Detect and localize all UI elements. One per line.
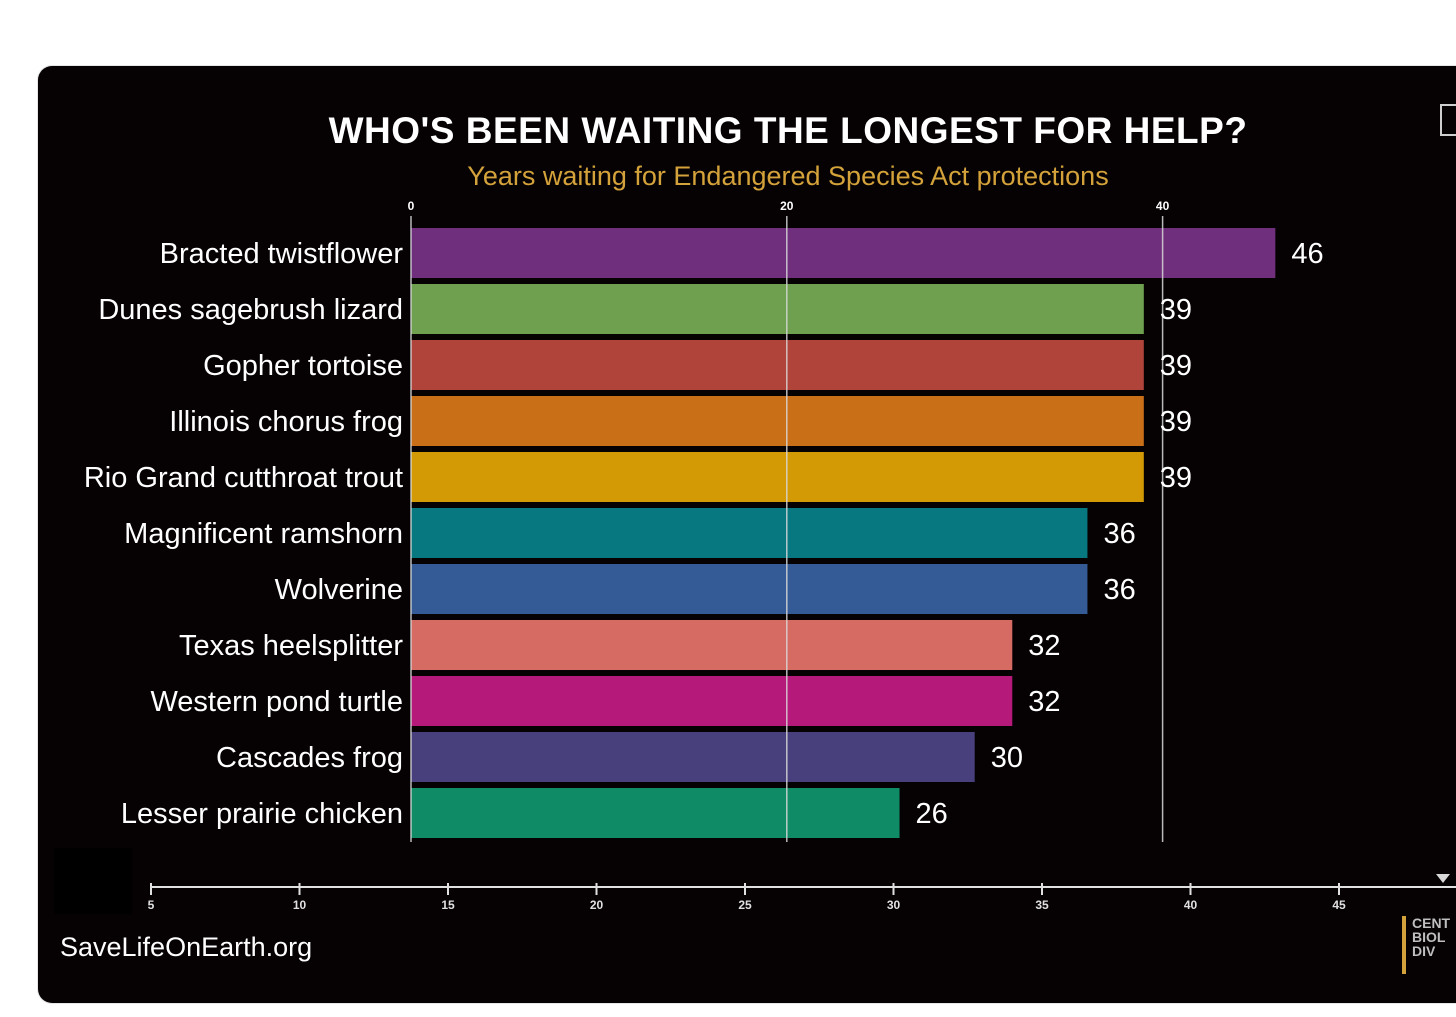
bookmark-icon[interactable] [1440, 104, 1456, 136]
bar [411, 732, 975, 782]
chart-subtitle: Years waiting for Endangered Species Act… [467, 161, 1109, 191]
bar [411, 340, 1144, 390]
data-label: 36 [1103, 518, 1135, 550]
bar [411, 676, 1013, 726]
secondary-tick-label: 10 [293, 898, 307, 912]
category-label: Western pond turtle [150, 686, 403, 718]
tick-label: 0 [408, 199, 415, 213]
category-label: Texas heelsplitter [179, 630, 403, 662]
tick-label: 20 [780, 199, 794, 213]
bar [411, 228, 1276, 278]
data-label: 39 [1160, 406, 1192, 438]
secondary-tick-label: 40 [1184, 898, 1198, 912]
data-label: 46 [1291, 238, 1323, 270]
logo-line: CENT [1412, 915, 1451, 931]
website-label[interactable]: SaveLifeOnEarth.org [60, 932, 313, 962]
secondary-tick-label: 25 [738, 898, 752, 912]
data-label: 36 [1103, 574, 1135, 606]
bar [411, 620, 1013, 670]
secondary-tick-label: 20 [590, 898, 604, 912]
logo-line: BIOL [1412, 929, 1446, 945]
data-label: 32 [1028, 630, 1060, 662]
logo-line: DIV [1412, 943, 1436, 959]
category-label: Cascades frog [216, 742, 403, 774]
category-label: Bracted twistflower [160, 238, 404, 270]
category-label: Lesser prairie chicken [121, 798, 403, 830]
bar [411, 396, 1144, 446]
secondary-axis: 5 10 15 20 25 30 35 40 45 [148, 883, 1456, 912]
chart-frame: WHO'S BEEN WAITING THE LONGEST FOR HELP?… [38, 66, 1456, 1003]
bar [411, 788, 900, 838]
data-label: 26 [916, 798, 948, 830]
category-label: Wolverine [275, 574, 403, 606]
category-label: Illinois chorus frog [169, 406, 403, 438]
bar [411, 284, 1144, 334]
data-label: 39 [1160, 462, 1192, 494]
chart-title: WHO'S BEEN WAITING THE LONGEST FOR HELP? [328, 110, 1248, 151]
tick-label: 40 [1156, 199, 1170, 213]
bar-chart: 0 20 40 Bracted twistflower 46 Dunes sagebrus… [84, 199, 1324, 842]
video-overlay-box [54, 848, 132, 914]
data-label: 39 [1160, 350, 1192, 382]
category-label: Dunes sagebrush lizard [98, 294, 403, 326]
data-label: 32 [1028, 686, 1060, 718]
category-label: Magnificent ramshorn [124, 518, 403, 550]
bar [411, 452, 1144, 502]
dropdown-arrow-icon[interactable] [1436, 874, 1450, 883]
secondary-tick-label: 30 [887, 898, 901, 912]
bar [411, 564, 1088, 614]
data-label: 30 [991, 742, 1023, 774]
bar [411, 508, 1088, 558]
category-label: Gopher tortoise [203, 350, 403, 382]
organization-logo: CENT BIOL DIV [1402, 916, 1456, 974]
data-label: 39 [1160, 294, 1192, 326]
category-label: Rio Grand cutthroat trout [84, 462, 403, 494]
secondary-tick-label: 15 [441, 898, 455, 912]
secondary-tick-label: 45 [1332, 898, 1346, 912]
secondary-tick-label: 5 [148, 898, 155, 912]
secondary-tick-label: 35 [1035, 898, 1049, 912]
